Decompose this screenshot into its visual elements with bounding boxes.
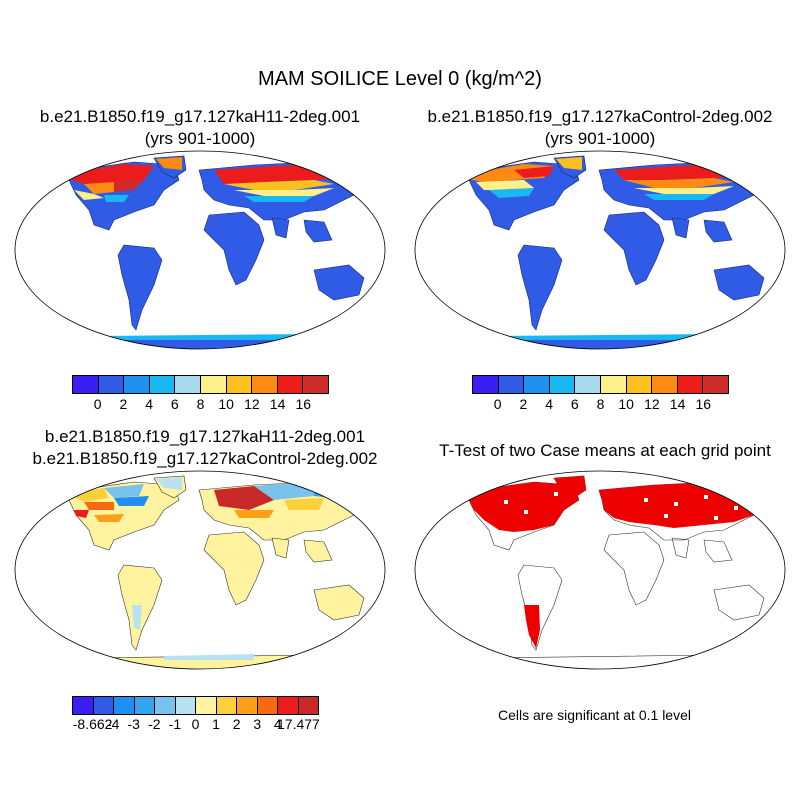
colorbar-difference-tick-label: 1 — [212, 716, 220, 732]
colorbar-difference-tick-label: 4 — [273, 716, 282, 732]
colorbar-case-2-swatch — [574, 376, 600, 393]
colorbar-difference-tick-label: 17.477 — [276, 716, 320, 732]
colorbar-difference-swatch — [73, 697, 93, 714]
colorbar-case-2-ticks: 0 2 4 6 8 10 12 14 16 — [472, 396, 729, 414]
colorbar-case-2-tick-label: 16 — [695, 396, 712, 412]
colorbar-case-2-tick-label: 12 — [644, 396, 660, 412]
colorbar-case-1-tick-label: 10 — [218, 396, 234, 412]
colorbar-difference — [72, 696, 319, 715]
colorbar-case-1-tick-label: 0 — [93, 396, 102, 412]
colorbar-case-2-tick-label: 4 — [545, 396, 553, 412]
colorbar-case-1-swatch — [302, 376, 328, 393]
colorbar-difference-tick-label: 3 — [253, 716, 262, 732]
colorbar-case-2-swatch — [676, 376, 703, 393]
colorbar-case-2-swatch — [548, 376, 575, 393]
colorbar-case-1-swatch — [174, 376, 200, 393]
colorbar-case-1-swatch — [276, 376, 303, 393]
colorbar-difference-swatch — [277, 697, 298, 714]
colorbar-case-1-tick-label: 14 — [269, 396, 286, 412]
panel-2-title: b.e21.B1850.f19_g17.127kaControl-2deg.00… — [400, 106, 800, 150]
colorbar-case-1-swatch — [199, 376, 226, 393]
colorbar-case-2-swatch — [473, 376, 498, 393]
map-case-1 — [14, 150, 386, 350]
colorbar-case-1-tick-label: 4 — [145, 396, 153, 412]
colorbar-difference-tick-label: -4 — [106, 716, 120, 732]
panel-2-title-line2: (yrs 901-1000) — [544, 129, 656, 148]
map-difference — [14, 470, 386, 670]
panel-4-title: T-Test of two Case means at each grid po… — [410, 440, 800, 462]
colorbar-case-2-swatch — [625, 376, 652, 393]
colorbar-case-1-tick-label: 6 — [170, 396, 179, 412]
colorbar-difference-swatch — [154, 697, 175, 714]
colorbar-case-1-tick-label: 2 — [119, 396, 128, 412]
colorbar-case-2-swatch — [599, 376, 626, 393]
colorbar-case-1 — [72, 375, 329, 394]
colorbar-case-1-swatch — [73, 376, 98, 393]
colorbar-case-2-tick-label: 10 — [618, 396, 634, 412]
panel-1-title-line2: (yrs 901-1000) — [144, 129, 256, 148]
colorbar-case-1-swatch — [251, 376, 277, 393]
colorbar-case-2-tick-label: 8 — [596, 396, 605, 412]
colorbar-difference-swatch — [174, 697, 195, 714]
colorbar-case-2-tick-label: 0 — [493, 396, 502, 412]
colorbar-case-1-tick-label: 12 — [244, 396, 260, 412]
colorbar-case-2-swatch — [523, 376, 549, 393]
colorbar-difference-swatch — [195, 697, 216, 714]
panel-4-title-line1: T-Test of two Case means at each grid po… — [439, 441, 771, 460]
colorbar-difference-tick-label: -1 — [168, 716, 182, 732]
colorbar-case-1-tick-label: 8 — [196, 396, 205, 412]
map-case-2 — [414, 150, 786, 350]
colorbar-case-2-swatch — [497, 376, 524, 393]
colorbar-difference-ticks: -8.662 -4 -3 -2 -1 0 1 2 3 4 17.477 — [72, 716, 320, 734]
colorbar-difference-swatch — [215, 697, 236, 714]
colorbar-case-1-swatch — [123, 376, 149, 393]
panel-1-title: b.e21.B1850.f19_g17.127kaH11-2deg.001 (y… — [0, 106, 400, 150]
significance-note: Cells are significant at 0.1 level — [498, 707, 691, 723]
colorbar-difference-swatch — [113, 697, 134, 714]
colorbar-case-2-swatch — [651, 376, 677, 393]
panel-3-title: b.e21.B1850.f19_g17.127kaH11-2deg.001 b.… — [0, 426, 410, 470]
colorbar-difference-swatch — [256, 697, 277, 714]
panel-2-title-line1: b.e21.B1850.f19_g17.127kaControl-2deg.00… — [427, 107, 773, 126]
colorbar-case-1-swatch — [225, 376, 252, 393]
colorbar-case-1-swatch — [148, 376, 175, 393]
colorbar-difference-tick-label: -2 — [148, 716, 161, 732]
colorbar-case-1-ticks: 0 2 4 6 8 10 12 14 16 — [72, 396, 329, 414]
colorbar-case-2-tick-label: 14 — [669, 396, 686, 412]
colorbar-difference-swatch — [297, 697, 318, 714]
colorbar-case-2-tick-label: 2 — [519, 396, 528, 412]
figure-title: MAM SOILICE Level 0 (kg/m^2) — [258, 68, 542, 90]
colorbar-difference-tick-label: -8.662 — [72, 716, 113, 732]
colorbar-difference-tick-label: 2 — [232, 716, 241, 732]
panel-1-title-line1: b.e21.B1850.f19_g17.127kaH11-2deg.001 — [39, 107, 361, 126]
colorbar-case-2 — [472, 375, 729, 394]
colorbar-difference-swatch — [133, 697, 154, 714]
panel-3-title-line2: b.e21.B1850.f19_g17.127kaControl-2deg.00… — [32, 449, 378, 468]
colorbar-case-2-swatch — [702, 376, 728, 393]
colorbar-difference-swatch — [92, 697, 113, 714]
map-ttest — [414, 470, 786, 670]
colorbar-case-1-tick-label: 16 — [295, 396, 312, 412]
panel-3-title-line1: b.e21.B1850.f19_g17.127kaH11-2deg.001 — [44, 427, 366, 446]
colorbar-case-2-tick-label: 6 — [570, 396, 579, 412]
colorbar-case-1-swatch — [97, 376, 124, 393]
colorbar-difference-tick-label: -3 — [127, 716, 140, 732]
colorbar-difference-tick-label: 0 — [191, 716, 200, 732]
colorbar-difference-swatch — [236, 697, 257, 714]
